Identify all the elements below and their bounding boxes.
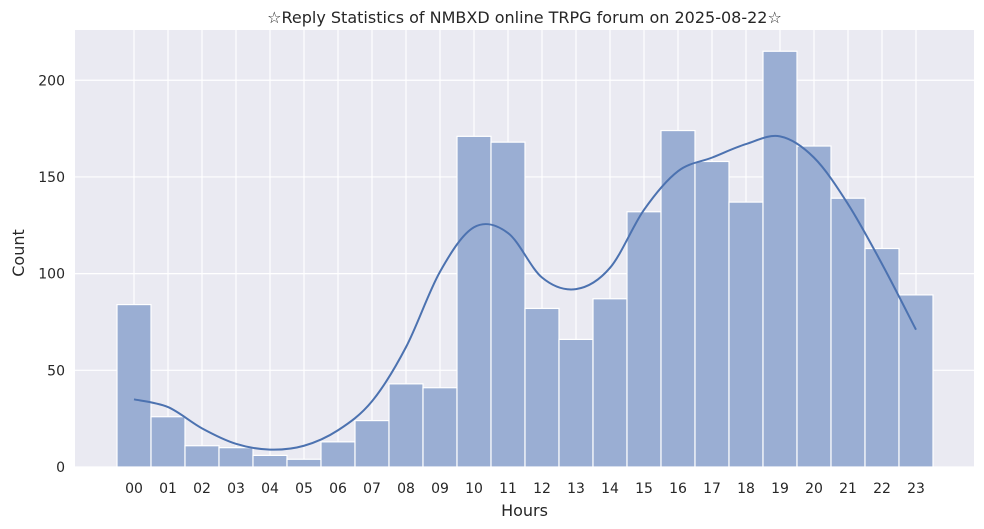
- histogram-bar: [354, 419, 390, 468]
- x-tick-label: 20: [805, 481, 823, 497]
- histogram-bar: [660, 129, 696, 468]
- x-tick-label: 10: [465, 481, 483, 497]
- histogram-bar: [558, 338, 594, 468]
- y-tick-label: 0: [56, 460, 65, 476]
- y-tick-labels: 0 50 100 150 200: [38, 73, 65, 476]
- histogram-bar: [422, 387, 458, 468]
- kde-line: [133, 134, 917, 451]
- histogram-bar: [864, 247, 900, 468]
- x-tick-label: 19: [771, 481, 789, 497]
- x-tick-label: 23: [907, 481, 925, 497]
- x-tick-label: 03: [227, 481, 245, 497]
- x-tick-label: 00: [125, 481, 143, 497]
- histogram-bar: [456, 135, 492, 468]
- x-tick-label: 01: [159, 481, 177, 497]
- x-tick-label: 09: [431, 481, 449, 497]
- x-tick-label: 02: [193, 481, 211, 497]
- histogram-bar: [490, 141, 526, 468]
- histogram-bar: [286, 458, 322, 468]
- x-tick-label: 18: [737, 481, 755, 497]
- x-tick-label: 05: [295, 481, 313, 497]
- histogram-bar: [218, 447, 254, 468]
- histogram-bar: [796, 145, 832, 468]
- histogram-bar: [592, 298, 628, 468]
- x-tick-label: 04: [261, 481, 279, 497]
- x-tick-label: 11: [499, 481, 517, 497]
- histogram-bar: [694, 160, 730, 468]
- x-tick-label: 12: [533, 481, 551, 497]
- histogram-bar: [252, 454, 288, 468]
- histogram-bar: [388, 383, 424, 468]
- histogram-bar: [524, 307, 560, 468]
- x-tick-label: 08: [397, 481, 415, 497]
- y-tick-label: 200: [38, 73, 65, 89]
- x-tick-label: 14: [601, 481, 619, 497]
- y-axis-label: Count: [9, 229, 28, 277]
- histogram-bar: [728, 201, 764, 468]
- histogram-bar: [150, 416, 186, 468]
- histogram-bar: [116, 303, 152, 468]
- histogram-bar: [626, 211, 662, 468]
- x-tick-label: 06: [329, 481, 347, 497]
- bars: [116, 50, 934, 468]
- x-tick-labels: 00 01 02 03 04 05 06 07 08 09 10 11 12 13 14 15 16 17 18 19…: [125, 481, 925, 497]
- histogram-bar: [184, 445, 220, 468]
- x-tick-label: 21: [839, 481, 857, 497]
- histogram-bar: [320, 441, 356, 468]
- x-tick-label: 17: [703, 481, 721, 497]
- x-tick-label: 22: [873, 481, 891, 497]
- chart-title: ☆Reply Statistics of NMBXD online TRPG f…: [267, 8, 782, 27]
- x-tick-label: 15: [635, 481, 653, 497]
- y-tick-label: 100: [38, 267, 65, 283]
- histogram-bar: [898, 294, 934, 468]
- x-tick-label: 16: [669, 481, 687, 497]
- histogram-bar: [762, 50, 798, 468]
- x-axis-label: Hours: [501, 501, 548, 520]
- x-tick-label: 13: [567, 481, 585, 497]
- x-tick-label: 07: [363, 481, 381, 497]
- histogram-bar: [830, 197, 866, 468]
- y-tick-label: 150: [38, 170, 65, 186]
- y-tick-label: 50: [47, 363, 65, 379]
